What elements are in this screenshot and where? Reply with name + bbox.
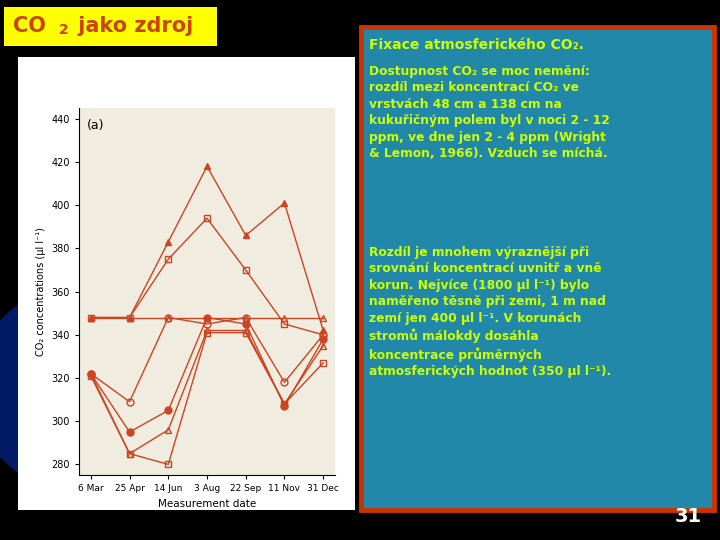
Text: Fixace atmosferického CO₂.: Fixace atmosferického CO₂.	[369, 38, 584, 52]
Text: Rozdíl je mnohem výraznější při
srovnání koncentrací uvnitř a vně
korun. Nejvíce: Rozdíl je mnohem výraznější při srovnání…	[369, 246, 611, 379]
Y-axis label: CO₂ concentrations (μl l⁻¹): CO₂ concentrations (μl l⁻¹)	[36, 227, 46, 356]
Text: 31: 31	[675, 508, 702, 526]
Text: Dostupnost CO₂ se moc nemění:
rozdíl mezi koncentrací CO₂ ve
vrstvách 48 cm a 13: Dostupnost CO₂ se moc nemění: rozdíl mez…	[369, 65, 611, 160]
FancyBboxPatch shape	[361, 27, 714, 510]
FancyBboxPatch shape	[4, 7, 217, 46]
Text: CO: CO	[13, 16, 46, 36]
Text: (a): (a)	[87, 119, 104, 132]
FancyBboxPatch shape	[18, 57, 355, 510]
Circle shape	[0, 270, 288, 508]
Text: jako zdroj: jako zdroj	[71, 16, 193, 36]
Text: 2: 2	[59, 23, 69, 37]
X-axis label: Measurement date: Measurement date	[158, 499, 256, 509]
